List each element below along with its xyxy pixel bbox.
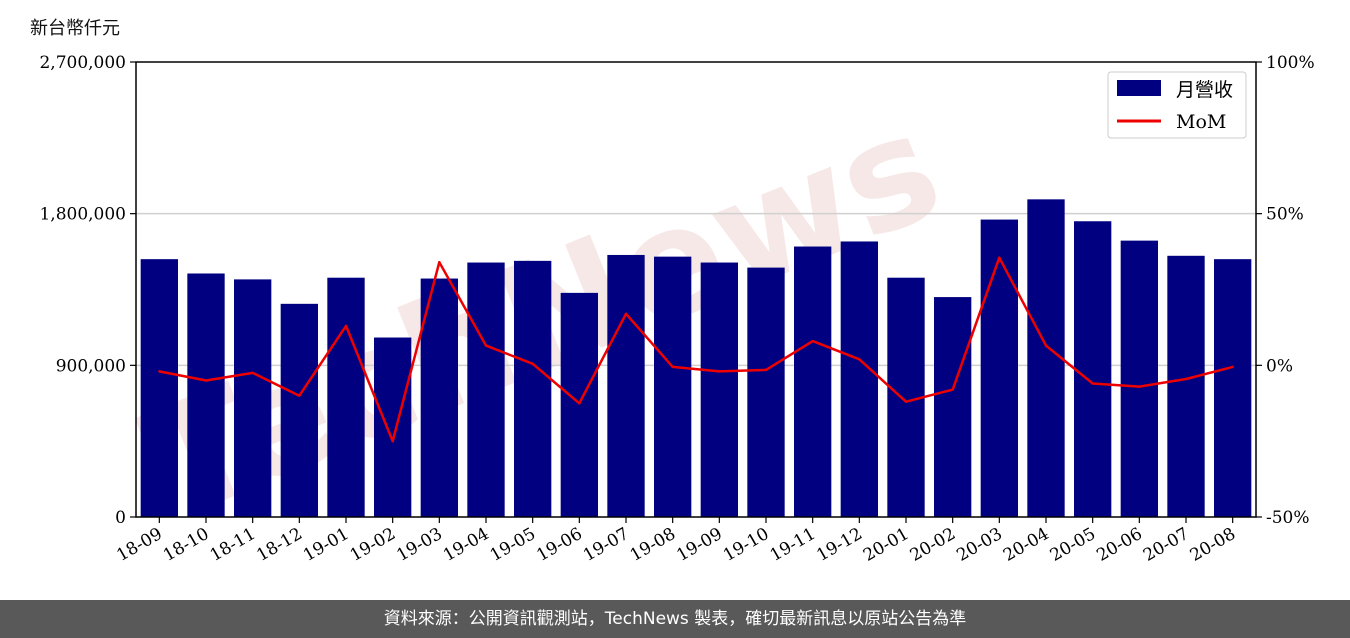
mom-point-18-12 <box>298 394 301 397</box>
x-tick-label: 19-07 <box>580 524 632 566</box>
bar-19-01 <box>327 277 365 517</box>
bar-18-10 <box>187 273 225 517</box>
mom-point-20-07 <box>1184 377 1188 381</box>
plot-frame <box>135 61 1257 518</box>
y-left-tick-label: 900,000 <box>56 356 126 376</box>
legend-label-revenue: 月營收 <box>1176 79 1233 101</box>
mom-point-19-12 <box>858 358 861 361</box>
mom-point-19-01 <box>344 324 348 328</box>
mom-point-19-02 <box>391 439 394 443</box>
y-right-tick-label: 0% <box>1266 356 1293 376</box>
right-y-axis: -50% 0% 50% 100% <box>1256 53 1315 528</box>
y-left-tick-label: 1,800,000 <box>39 205 126 225</box>
bar-18-12 <box>280 303 318 517</box>
x-tick-label: 20-05 <box>1047 524 1099 566</box>
y-right-tick-label: 50% <box>1266 205 1304 225</box>
x-tick-label: 19-01 <box>300 524 352 566</box>
mom-point-19-05 <box>531 362 534 366</box>
mom-point-19-03 <box>438 261 441 264</box>
bar-19-09 <box>700 262 738 517</box>
legend-label-mom: MoM <box>1176 111 1226 133</box>
x-tick-label: 19-04 <box>440 524 492 566</box>
bar-19-07 <box>607 254 645 517</box>
mom-point-20-06 <box>1138 385 1141 388</box>
bar-19-03 <box>420 278 458 517</box>
mom-point-20-02 <box>951 388 954 391</box>
mom-point-20-03 <box>998 256 1001 259</box>
x-tick-label: 20-03 <box>953 524 1005 566</box>
x-tick-label: 20-06 <box>1093 524 1145 566</box>
x-tick-label: 19-09 <box>673 524 725 566</box>
mom-point-20-08 <box>1231 365 1234 369</box>
x-tick-label: 19-06 <box>533 524 585 566</box>
bar-19-12 <box>840 241 878 517</box>
x-tick-label: 20-01 <box>860 524 912 566</box>
mom-point-19-06 <box>578 402 581 405</box>
mom-point-20-01 <box>904 400 908 403</box>
x-tick-label: 20-04 <box>1000 524 1052 566</box>
bar-19-02 <box>374 337 412 517</box>
x-tick-label: 20-07 <box>1140 524 1192 566</box>
mom-point-20-05 <box>1091 382 1094 385</box>
bar-20-08 <box>1214 259 1252 517</box>
bar-18-11 <box>234 279 272 517</box>
mom-point-19-11 <box>811 339 814 343</box>
y-right-tick-label: 100% <box>1266 53 1315 73</box>
mom-point-19-07 <box>624 312 628 315</box>
bar-19-10 <box>747 267 785 517</box>
x-tick-label: 19-11 <box>767 524 819 566</box>
x-tick-label: 18-12 <box>253 524 305 566</box>
source-footer: 資料來源：公開資訊觀測站，TechNews 製表，確切最新訊息以原站公告為準 <box>0 600 1350 638</box>
mom-point-19-08 <box>671 365 674 369</box>
bar-19-05 <box>514 260 552 517</box>
bar-20-05 <box>1074 221 1112 517</box>
mom-line-series <box>158 256 1234 443</box>
mom-point-18-10 <box>204 379 208 382</box>
x-tick-label: 20-02 <box>907 524 959 566</box>
mom-point-19-04 <box>484 344 488 347</box>
y-left-tick-label: 2,700,000 <box>39 53 126 73</box>
bar-19-04 <box>467 262 505 517</box>
x-tick-label: 20-08 <box>1187 524 1239 566</box>
x-tick-label: 19-12 <box>813 524 865 566</box>
mom-point-19-10 <box>764 368 768 372</box>
left-y-axis: 0 900,000 1,800,000 2,700,000 <box>39 53 136 528</box>
bar-20-07 <box>1167 255 1205 517</box>
mom-point-18-11 <box>251 371 254 375</box>
y-axis-unit-label: 新台幣仟元 <box>30 18 120 39</box>
x-tick-label: 19-02 <box>347 524 399 566</box>
x-tick-label: 18-09 <box>113 524 165 566</box>
bar-19-11 <box>794 246 832 517</box>
mom-point-19-09 <box>718 370 721 373</box>
y-right-tick-label: -50% <box>1266 508 1310 528</box>
bar-20-06 <box>1120 240 1158 517</box>
legend-bar-swatch <box>1117 80 1161 96</box>
x-tick-label: 19-05 <box>487 524 539 566</box>
bar-19-08 <box>654 256 692 517</box>
x-tick-label: 19-08 <box>627 524 679 566</box>
mom-line <box>159 256 1234 443</box>
legend: 月營收 MoM <box>1107 71 1247 139</box>
bar-18-09 <box>140 259 178 517</box>
x-axis: 18-0918-1018-1118-1219-0119-0219-0319-04… <box>113 517 1239 566</box>
x-tick-label: 19-03 <box>393 524 445 566</box>
bar-series <box>140 199 1252 517</box>
mom-point-20-04 <box>1044 344 1048 347</box>
y-left-tick-label: 0 <box>115 508 126 528</box>
bar-19-06 <box>560 292 598 517</box>
bar-20-02 <box>934 297 972 517</box>
mom-point-18-09 <box>158 370 161 373</box>
x-tick-label: 19-10 <box>720 524 772 566</box>
bar-20-03 <box>980 219 1018 517</box>
bar-20-04 <box>1027 199 1065 517</box>
